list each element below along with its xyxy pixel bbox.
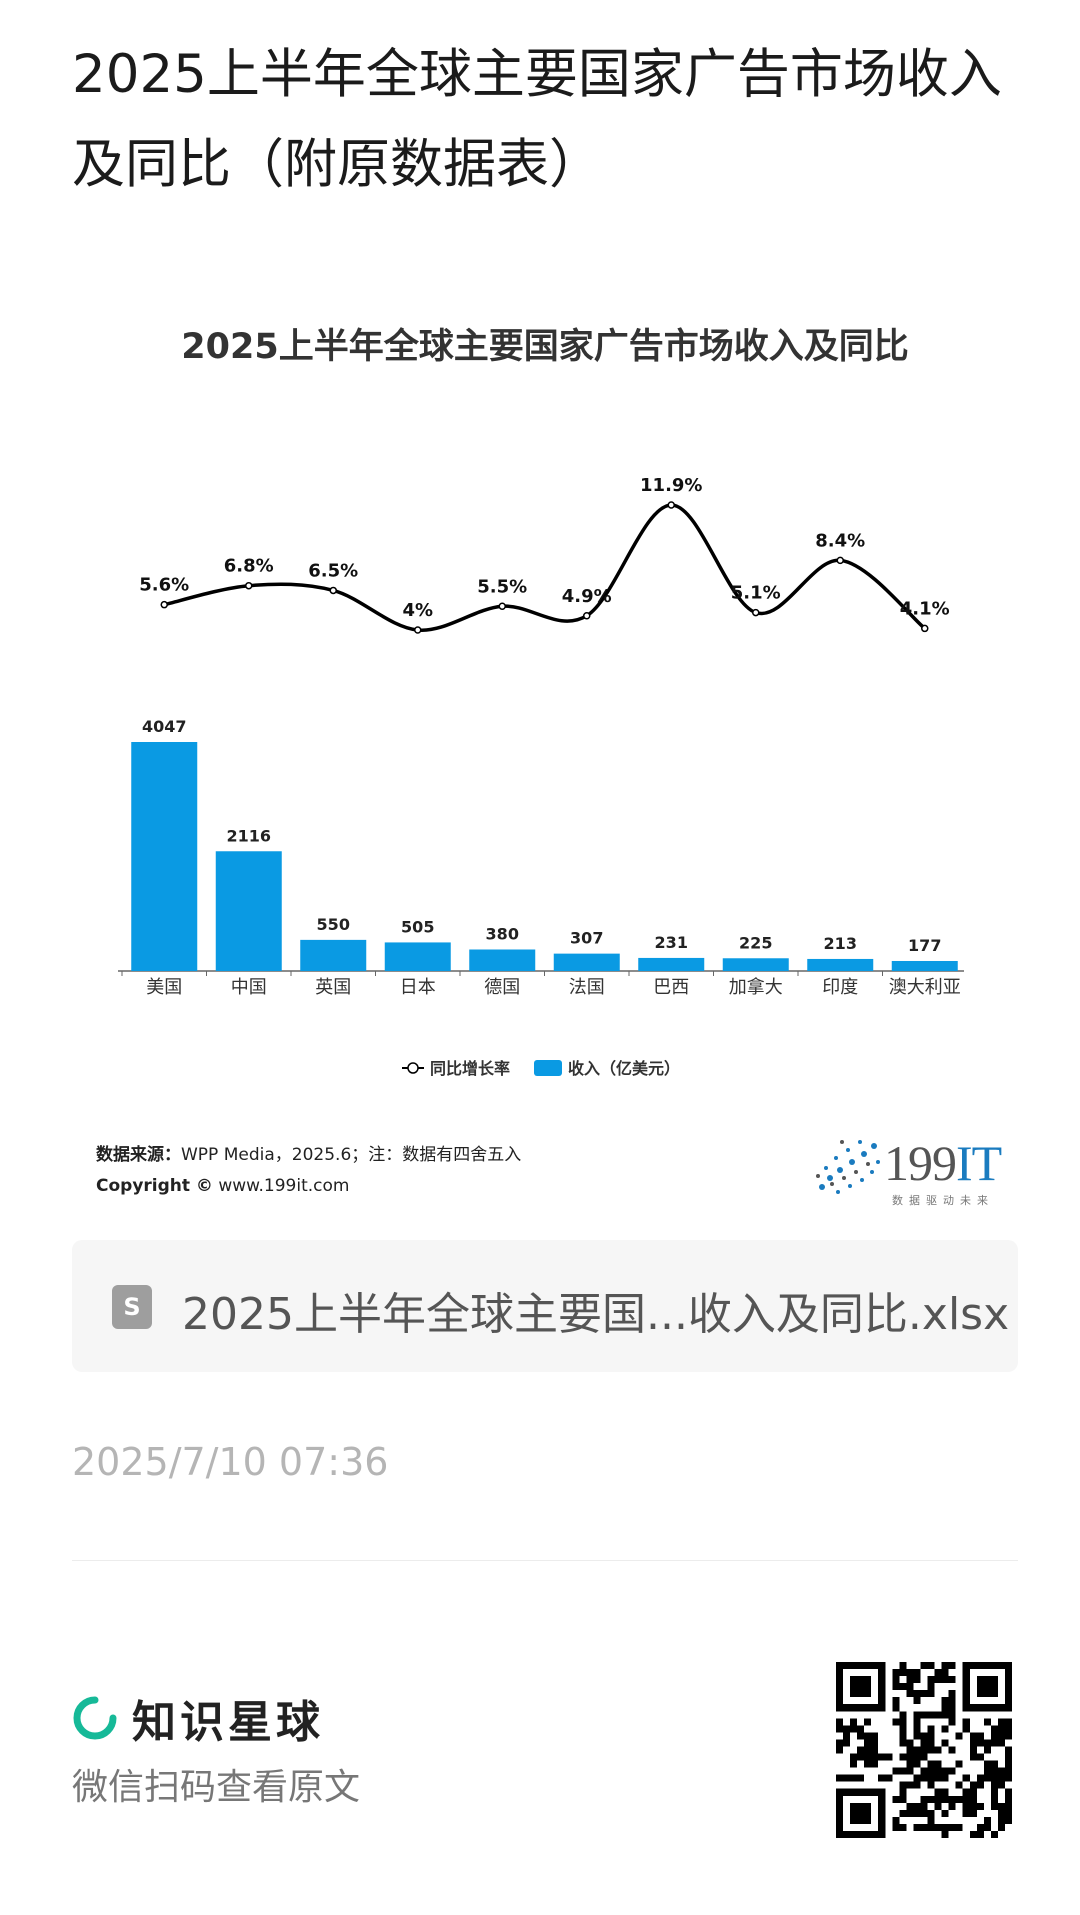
legend-line-label: 同比增长率 bbox=[430, 1059, 510, 1078]
combo-chart: 4047 美国 2116 中国 550 英国 505 日本 380 德国 307 法国 231 巴西 225… bbox=[118, 475, 964, 1078]
category-label: 澳大利亚 bbox=[889, 977, 961, 998]
growth-rate-point bbox=[583, 612, 591, 620]
growth-rate-label: 6.8% bbox=[224, 556, 274, 577]
growth-rate-point bbox=[921, 624, 929, 633]
growth-rate-label: 8.4% bbox=[815, 530, 865, 551]
scan-hint: 微信扫码查看原文 bbox=[72, 1767, 361, 1808]
legend-bar-label: 收入（亿美元） bbox=[568, 1059, 680, 1078]
growth-rate-label: 6.5% bbox=[308, 560, 358, 581]
bar-value-label: 307 bbox=[570, 929, 603, 948]
growth-rate-label: 4% bbox=[402, 600, 433, 621]
growth-rate-label: 5.5% bbox=[477, 576, 527, 597]
bar-8 bbox=[722, 958, 789, 971]
growth-rate-point bbox=[752, 608, 760, 617]
bar-5 bbox=[469, 949, 536, 971]
growth-rate-point bbox=[667, 501, 675, 509]
attachment-filename[interactable]: 2025上半年全球主要国...收入及同比.xlsx bbox=[182, 1289, 1010, 1340]
bar-7 bbox=[638, 957, 705, 971]
growth-rate-point bbox=[414, 626, 422, 634]
growth-rate-label: 4.9% bbox=[562, 586, 612, 607]
category-label: 日本 bbox=[400, 977, 436, 998]
growth-rate-label: 5.1% bbox=[731, 583, 781, 604]
199it-logo: 199IT 数据驱动未来 bbox=[812, 1132, 1012, 1212]
category-label: 法国 bbox=[569, 977, 605, 998]
spreadsheet-file-icon: S bbox=[112, 1285, 152, 1329]
bar-4 bbox=[384, 942, 451, 971]
bar-value-label: 225 bbox=[739, 933, 772, 952]
bar-6 bbox=[553, 953, 620, 971]
growth-rate-point bbox=[836, 556, 844, 565]
bar-1 bbox=[131, 742, 198, 971]
growth-rate-label: 5.6% bbox=[139, 575, 189, 596]
chart-image[interactable]: 2025上半年全球主要国家广告市场收入及同比 4047 美国 2116 中国 550 英国… bbox=[72, 300, 1018, 1220]
divider bbox=[72, 1560, 1018, 1561]
attachment-card[interactable]: S 2025上半年全球主要国...收入及同比.xlsx bbox=[72, 1240, 1018, 1372]
qr-code[interactable] bbox=[836, 1662, 1012, 1838]
bar-value-label: 2116 bbox=[226, 826, 271, 845]
growth-rate-label: 11.9% bbox=[640, 475, 702, 496]
bar-value-label: 177 bbox=[908, 936, 941, 955]
growth-rate-point bbox=[498, 602, 506, 611]
category-label: 印度 bbox=[822, 977, 858, 998]
bar-value-label: 4047 bbox=[142, 717, 187, 736]
post-title: 2025上半年全球主要国家广告市场收入及同比（附原数据表） bbox=[72, 44, 1002, 195]
bar-2 bbox=[215, 851, 282, 971]
growth-rate-point bbox=[245, 581, 253, 590]
bar-value-label: 550 bbox=[317, 915, 350, 934]
category-label: 德国 bbox=[484, 977, 520, 998]
zsxq-logo-icon bbox=[73, 1696, 117, 1740]
bar-9 bbox=[807, 958, 874, 971]
bar-3 bbox=[300, 939, 367, 971]
legend-line-marker bbox=[407, 1062, 419, 1074]
chart-source: 数据来源：WPP Media，2025.6；注：数据有四舍五入 Copyrigh… bbox=[96, 1145, 522, 1196]
growth-rate-point bbox=[329, 586, 337, 595]
category-label: 美国 bbox=[146, 977, 182, 998]
chart-title: 2025上半年全球主要国家广告市场收入及同比 bbox=[181, 327, 909, 367]
category-label: 加拿大 bbox=[729, 976, 783, 998]
category-label: 巴西 bbox=[653, 977, 689, 998]
bar-10 bbox=[891, 960, 958, 971]
bar-value-label: 380 bbox=[486, 924, 519, 943]
growth-rate-point bbox=[160, 600, 168, 609]
bar-value-label: 505 bbox=[401, 917, 434, 936]
growth-rate-label: 4.1% bbox=[900, 598, 950, 619]
growth-rate-line bbox=[163, 503, 926, 632]
199it-dots-icon bbox=[816, 1140, 880, 1194]
zsxq-brand: 知识星球 bbox=[72, 1690, 324, 1748]
category-label: 中国 bbox=[231, 977, 267, 998]
category-label: 英国 bbox=[315, 977, 351, 998]
post-timestamp: 2025/7/10 07:36 bbox=[72, 1440, 389, 1484]
bar-value-label: 213 bbox=[824, 934, 857, 953]
bar-value-label: 231 bbox=[655, 933, 688, 952]
brand-name: 知识星球 bbox=[132, 1697, 324, 1748]
legend-bar-swatch bbox=[534, 1060, 562, 1076]
